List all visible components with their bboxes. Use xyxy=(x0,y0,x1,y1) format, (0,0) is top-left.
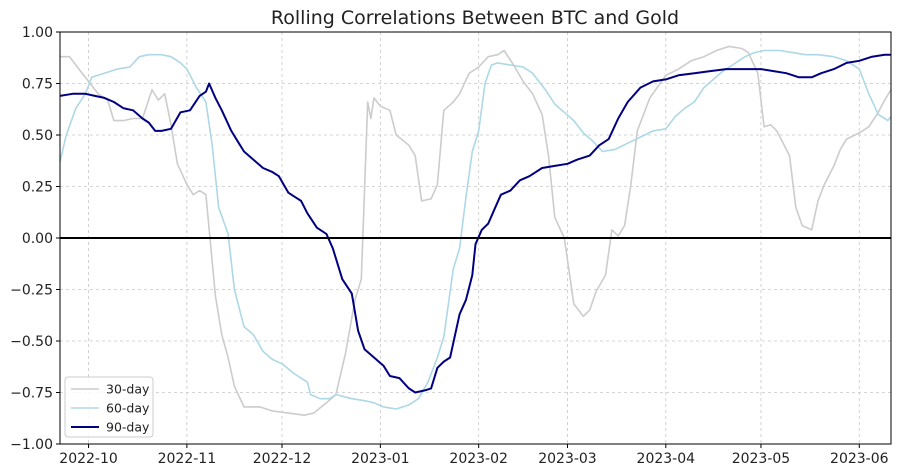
y-tick-label: 1.00 xyxy=(22,25,53,41)
x-tick-label: 2023-01 xyxy=(351,451,410,467)
x-axis: 2022-10 2022-11 2022-12 2023-01 2023-02 2023-… xyxy=(59,444,889,467)
x-tick-label: 2022-12 xyxy=(253,451,312,467)
series-line-90-day xyxy=(59,53,891,394)
x-tick-label: 2023-04 xyxy=(637,451,696,467)
legend-label-30-day: 30-day xyxy=(106,382,150,397)
y-tick-label: −0.50 xyxy=(10,334,53,350)
y-tick-label: 0.25 xyxy=(22,180,53,196)
x-tick-label: 2023-02 xyxy=(449,451,508,467)
x-tick-label: 2022-11 xyxy=(158,451,217,467)
x-tick-label: 2023-06 xyxy=(830,451,889,467)
legend-label-60-day: 60-day xyxy=(106,401,150,416)
series-layer xyxy=(59,45,892,416)
y-tick-label: 0.75 xyxy=(22,77,53,93)
series-line-30-day xyxy=(60,45,892,416)
legend: 30-day 60-day 90-day xyxy=(64,376,154,438)
chart-title: Rolling Correlations Between BTC and Gol… xyxy=(271,7,679,29)
series-line-60-day xyxy=(59,49,892,410)
y-tick-label: −1.00 xyxy=(10,437,53,453)
legend-label-90-day: 90-day xyxy=(106,420,150,435)
x-tick-label: 2023-05 xyxy=(732,451,791,467)
y-tick-label: 0.50 xyxy=(22,128,53,144)
legend-box xyxy=(64,376,154,438)
y-tick-label: −0.75 xyxy=(10,386,53,402)
y-tick-label: 0.00 xyxy=(22,231,53,247)
y-tick-label: −0.25 xyxy=(10,283,53,299)
x-tick-label: 2023-03 xyxy=(538,451,597,467)
y-axis: −1.00 −0.75 −0.50 −0.25 0.00 0.25 0.50 0.75 1.00 xyxy=(10,25,60,453)
x-tick-label: 2022-10 xyxy=(59,451,118,467)
